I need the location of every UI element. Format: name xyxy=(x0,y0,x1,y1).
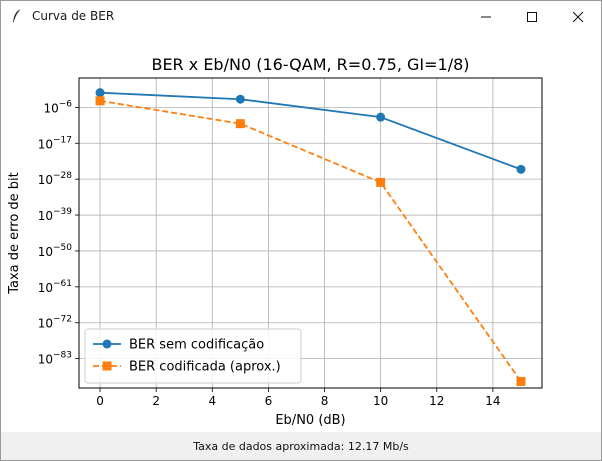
ticks: 0 2 4 6 8 10 12 14 10−83 10−72 10−61 10−50 10−39 10−2… xyxy=(38,99,501,408)
legend-marker-1 xyxy=(102,339,112,349)
minimize-icon xyxy=(481,16,491,17)
x-tick-label: 14 xyxy=(485,394,500,408)
chart-title: BER x Eb/N0 (16-QAM, R=0.75, GI=1/8) xyxy=(151,55,469,74)
x-axis-label: Eb/N0 (dB) xyxy=(275,413,345,428)
legend: BER sem codificação BER codificada (aprox… xyxy=(84,328,302,384)
x-tick-label: 12 xyxy=(429,394,444,408)
close-button[interactable] xyxy=(555,1,601,32)
maximize-button[interactable] xyxy=(509,1,555,32)
y-tick-label: 10−83 xyxy=(38,351,72,367)
ber-chart: 0 2 4 6 8 10 12 14 10−83 10−72 10−61 10−50 10−39 10−2… xyxy=(7,55,543,428)
y-axis-label: Taxa de erro de bit xyxy=(7,172,22,295)
legend-label-2: BER codificada (aprox.) xyxy=(129,360,281,375)
x-tick-label: 10 xyxy=(373,394,388,408)
y-tick-label: 10−72 xyxy=(38,315,72,331)
legend-label-1: BER sem codificação xyxy=(129,338,264,353)
x-tick-label: 8 xyxy=(321,394,329,408)
series-line-2 xyxy=(99,99,522,382)
series-2-point xyxy=(516,376,526,386)
series-2-point xyxy=(235,119,245,129)
y-tick-label: 10−50 xyxy=(38,243,73,259)
title-bar[interactable]: Curva de BER xyxy=(1,1,601,32)
y-tick-label: 10−6 xyxy=(43,99,72,115)
x-tick-label: 0 xyxy=(96,394,104,408)
window-title: Curva de BER xyxy=(32,9,115,23)
series-1-point xyxy=(516,164,526,174)
x-tick-label: 6 xyxy=(265,394,273,408)
y-tick-label: 10−17 xyxy=(38,135,72,151)
x-tick-label: 2 xyxy=(152,394,160,408)
maximize-icon xyxy=(527,11,537,22)
y-tick-label: 10−61 xyxy=(38,279,72,295)
series-1-point xyxy=(376,112,386,122)
x-tick-label: 4 xyxy=(208,394,216,408)
axes-frame xyxy=(78,77,543,389)
feather-icon xyxy=(13,8,22,22)
data-rate-label: Taxa de dados aproximada: 12.17 Mb/s xyxy=(193,439,409,453)
series-1-point xyxy=(235,94,245,104)
plot-area: 0 2 4 6 8 10 12 14 10−83 10−72 10−61 10−50 10−39 10−2… xyxy=(1,32,601,432)
legend-box xyxy=(84,328,302,384)
minimize-button[interactable] xyxy=(463,1,509,32)
legend-marker-2 xyxy=(102,361,112,371)
series-2-point xyxy=(95,96,105,106)
series-line-1 xyxy=(100,91,522,171)
y-tick-label: 10−28 xyxy=(38,171,73,187)
series-2-point xyxy=(376,177,386,187)
status-bar: Taxa de dados aproximada: 12.17 Mb/s xyxy=(1,432,601,460)
close-icon xyxy=(572,11,584,22)
series-layer xyxy=(95,88,526,386)
y-tick-label: 10−39 xyxy=(38,207,73,223)
series-1-point xyxy=(95,88,105,98)
